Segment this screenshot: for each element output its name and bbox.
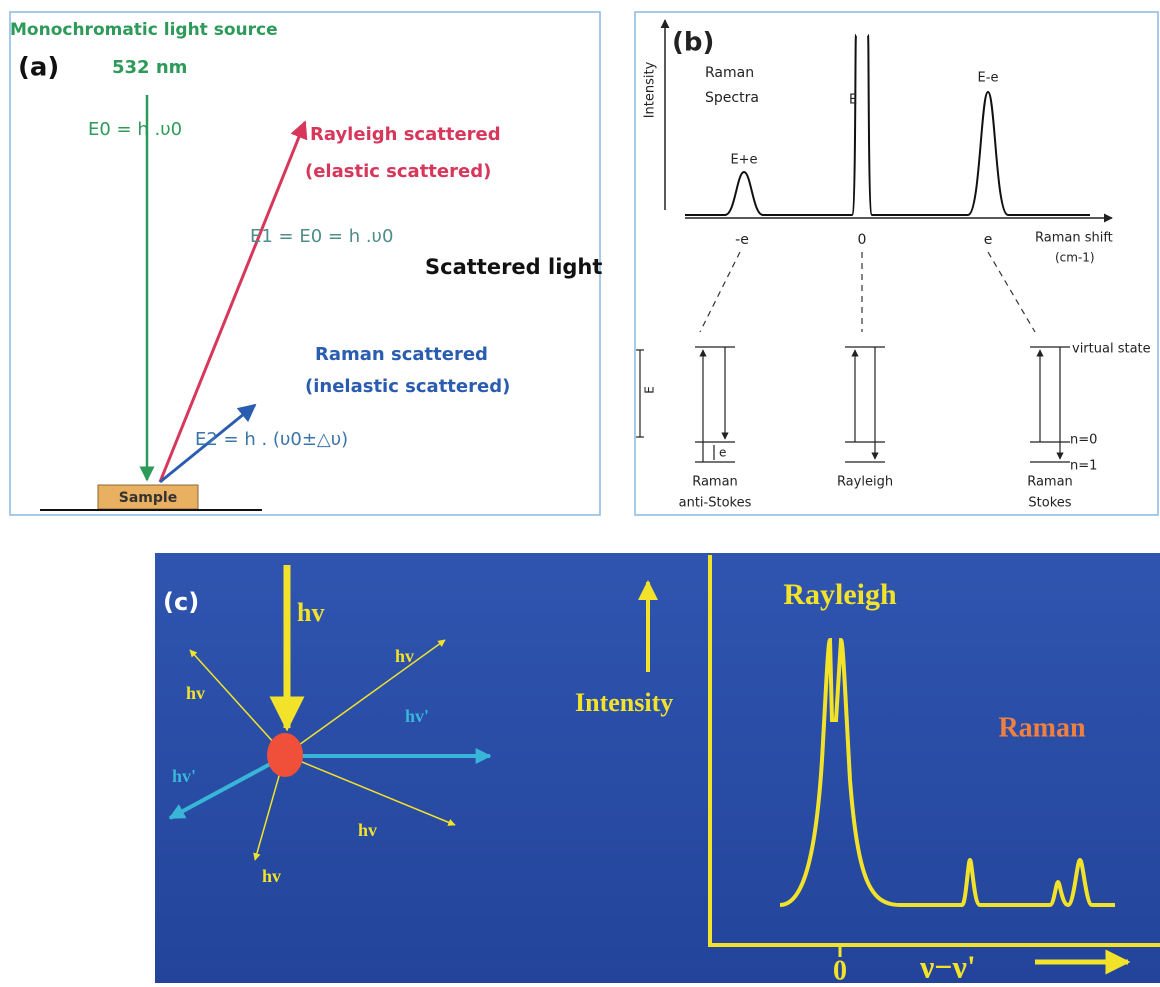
spectra-title: Spectra xyxy=(705,90,759,106)
figure: Monochromatic light source (a) 532 nm E0… xyxy=(0,0,1160,983)
rayleigh-subtitle: (elastic scattered) xyxy=(305,161,491,182)
panel-label: (c) xyxy=(163,588,199,616)
x-axis-label: Raman shift xyxy=(1035,231,1113,246)
origin-label: 0 xyxy=(833,955,847,983)
vibration-gap-label: e xyxy=(719,446,726,460)
scattered-label: hv xyxy=(358,820,377,840)
level-label: n=1 xyxy=(1070,459,1097,474)
rayleigh-label: Rayleigh xyxy=(783,578,897,611)
transition-label: Raman xyxy=(1027,475,1073,490)
transition-label: Rayleigh xyxy=(837,475,893,490)
x-tick-label: -e xyxy=(735,232,749,248)
level-label: n=0 xyxy=(1070,433,1097,448)
x-tick-label: e xyxy=(984,232,993,248)
page: Monochromatic light source (a) 532 nm E0… xyxy=(0,0,1160,983)
scattered-label: hv xyxy=(186,683,205,703)
scattered-label: hv xyxy=(395,646,414,666)
transition-label: Raman xyxy=(692,475,738,490)
level-label: virtual state xyxy=(1072,342,1151,357)
panel-label: (a) xyxy=(18,53,59,83)
panel-b: Intensity (b) Raman Spectra E+e E E-e -e… xyxy=(635,12,1158,515)
source-label: Monochromatic light source xyxy=(10,20,278,40)
incident-label: hv xyxy=(297,598,324,627)
scattered-light: Scattered light xyxy=(425,255,602,279)
raman-title: Raman scattered xyxy=(315,344,488,365)
y-axis-label: Intensity xyxy=(575,688,673,717)
panel-c: (c) hv hv hv hv hv hv' hv' Intensity Ray… xyxy=(155,553,1160,983)
peak-label: E+e xyxy=(730,153,757,168)
transition-label: Stokes xyxy=(1028,496,1071,511)
transition-label: anti-Stokes xyxy=(679,496,752,511)
raman-subtitle: (inelastic scattered) xyxy=(305,376,510,397)
molecule xyxy=(267,733,303,777)
incident-energy: E0 = h .υ0 xyxy=(88,119,182,140)
raman-energy: E2 = h . (υ0±△υ) xyxy=(195,429,348,450)
y-axis-label: Intensity xyxy=(643,61,658,118)
raman-label: Raman xyxy=(998,712,1086,743)
shifted-label: hv' xyxy=(172,766,196,786)
panel-label: (b) xyxy=(672,28,714,58)
wavelength: 532 nm xyxy=(112,57,187,78)
sample-label: Sample xyxy=(119,490,177,506)
spectra-title: Raman xyxy=(705,65,754,81)
peak-label: E xyxy=(849,93,857,108)
panel-a: Monochromatic light source (a) 532 nm E0… xyxy=(10,12,602,515)
x-axis-unit: (cm-1) xyxy=(1055,251,1095,265)
shifted-label: hv' xyxy=(405,706,429,726)
energy-gap-label: E xyxy=(643,386,657,394)
x-axis-label: ν−ν' xyxy=(919,948,976,983)
rayleigh-title: Rayleigh scattered xyxy=(310,124,501,145)
peak-label: E-e xyxy=(978,71,999,86)
scattered-label: hv xyxy=(262,866,281,886)
x-tick-label: 0 xyxy=(858,232,867,248)
rayleigh-energy: E1 = E0 = h .υ0 xyxy=(250,226,393,247)
